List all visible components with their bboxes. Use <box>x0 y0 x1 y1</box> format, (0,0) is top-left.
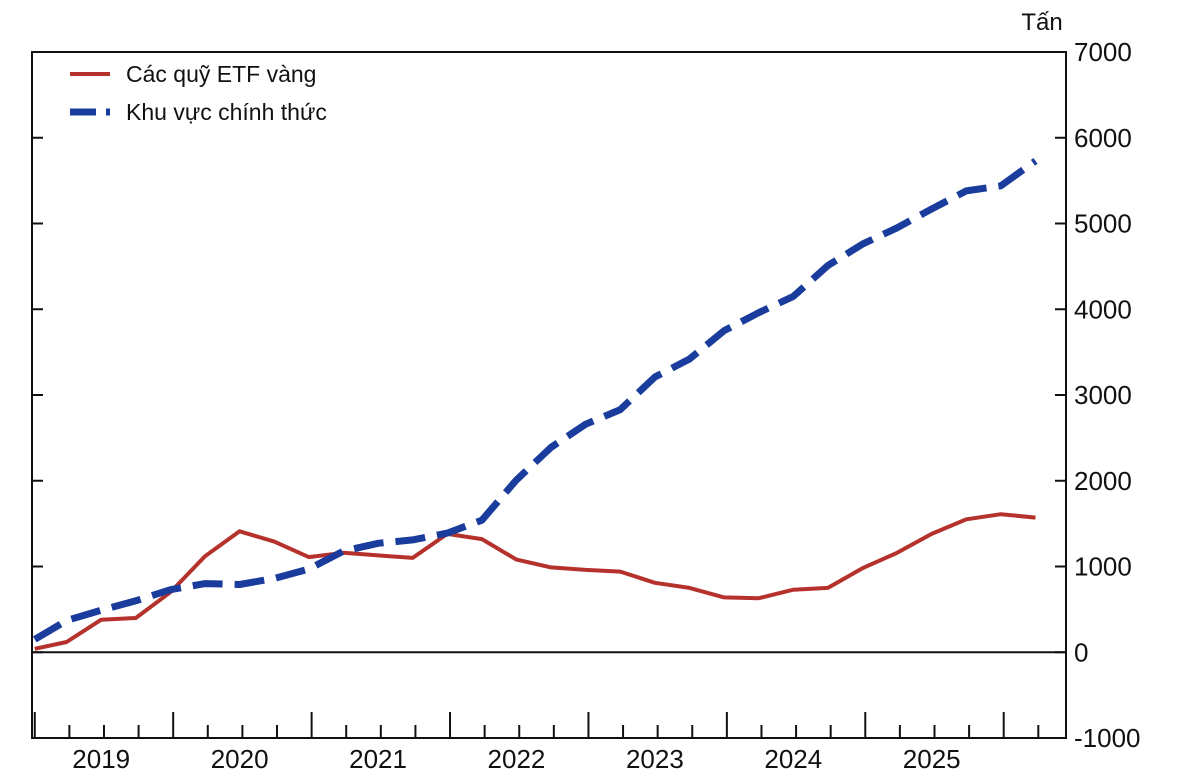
y-tick-label: 6000 <box>1074 123 1132 153</box>
y-tick-label: 4000 <box>1074 294 1132 324</box>
x-tick-label: 2019 <box>72 744 130 774</box>
x-tick-label: 2025 <box>903 744 961 774</box>
y-tick-label: 2000 <box>1074 466 1132 496</box>
y-tick-label: 1000 <box>1074 552 1132 582</box>
x-tick-label: 2022 <box>488 744 546 774</box>
y-unit-label: Tấn <box>1021 9 1062 36</box>
y-tick-label: -1000 <box>1074 723 1141 753</box>
series-line-0 <box>34 512 1036 651</box>
plot-border <box>31 51 1067 739</box>
y-tick-label: 5000 <box>1074 209 1132 239</box>
y-tick-labels: -1000 0 1000 2000 3000 4000 5000 6000 7000 <box>1074 37 1141 753</box>
series-line-1 <box>33 158 1038 643</box>
y-tick-label: 0 <box>1074 637 1088 667</box>
plot-frame <box>31 51 1067 739</box>
x-tick-label: 2024 <box>764 744 822 774</box>
series-lines <box>33 158 1038 651</box>
x-tick-label: 2023 <box>626 744 684 774</box>
x-tick-labels: 2019 2020 2021 2022 2023 2024 2025 <box>72 744 960 774</box>
legend-label-0: Các quỹ ETF vàng <box>126 61 316 87</box>
x-tick-label: 2021 <box>349 744 407 774</box>
legend: Các quỹ ETF vàng Khu vực chính thức <box>70 61 327 125</box>
x-tick-label: 2020 <box>211 744 269 774</box>
y-ticks <box>32 51 1066 739</box>
x-ticks <box>33 712 1040 738</box>
y-tick-label: 7000 <box>1074 37 1132 67</box>
y-tick-label: 3000 <box>1074 380 1132 410</box>
legend-label-1: Khu vực chính thức <box>126 99 327 125</box>
